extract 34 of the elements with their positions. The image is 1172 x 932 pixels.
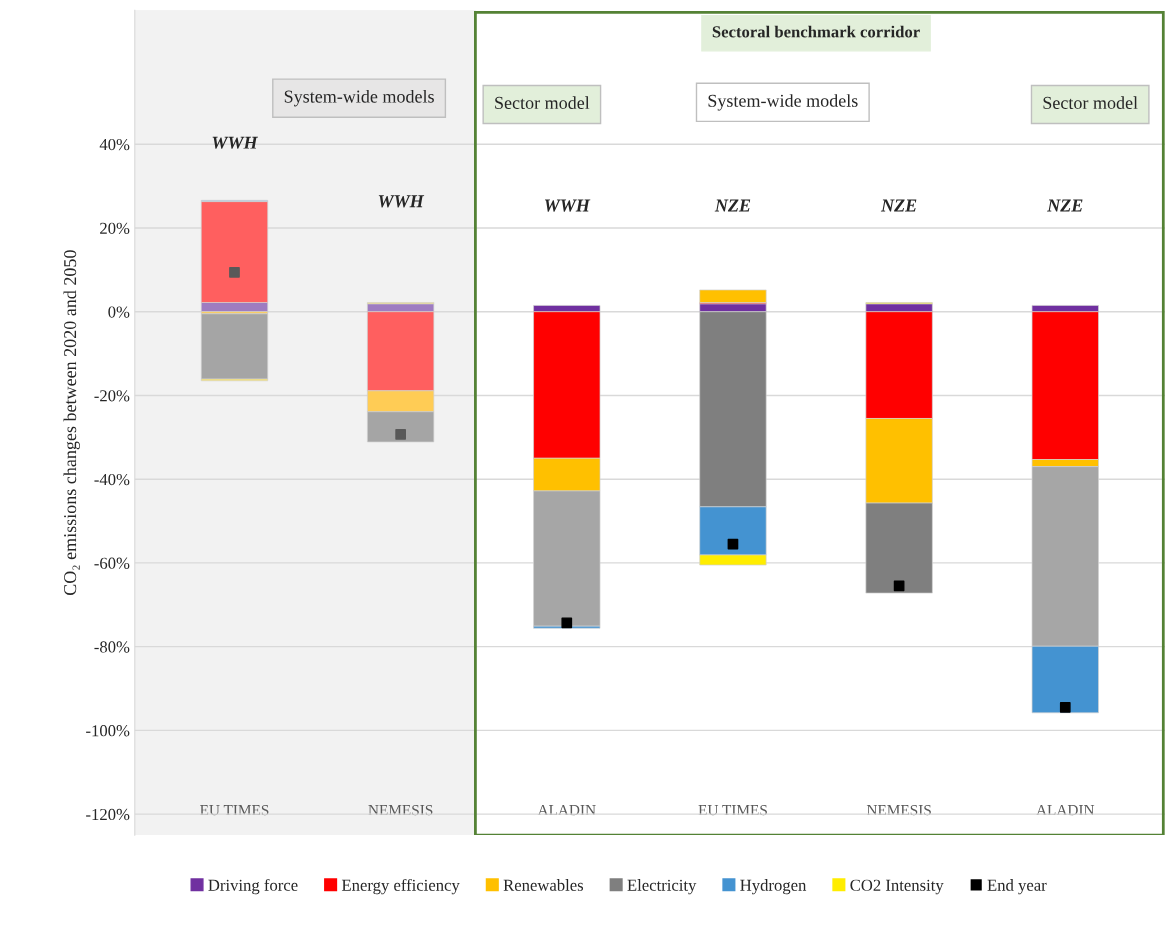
annotation: Sectoral benchmark corridor	[712, 25, 920, 38]
legend-label: Electricity	[627, 879, 697, 895]
annotation: WWH	[212, 136, 259, 149]
x-tick-label: ALADIN	[537, 805, 596, 816]
x-tick-label: EU TIMES	[200, 805, 269, 816]
y-tick-label: -20%	[94, 390, 130, 402]
y-tick-label: -80%	[94, 641, 130, 653]
annotation: Sector model	[495, 96, 590, 109]
x-tick-label: NEMESIS	[866, 805, 931, 816]
y-tick-label: -120%	[86, 808, 130, 821]
y-tick-label: -60%	[94, 557, 130, 569]
y-tick-label: 0%	[108, 306, 130, 318]
annotation: System-wide models	[284, 89, 434, 107]
y-tick-label: -40%	[94, 473, 130, 486]
legend-label: Driving force	[208, 878, 298, 895]
y-tick-label: -100%	[86, 725, 130, 737]
annotation: NZE	[880, 199, 917, 212]
annotation: WWH	[378, 195, 425, 208]
annotation: NZE	[714, 199, 751, 212]
x-tick-label: EU TIMES	[698, 805, 767, 816]
legend-label: End year	[987, 879, 1047, 895]
legend-label: Hydrogen	[740, 879, 807, 895]
y-tick-label: 20%	[100, 222, 130, 234]
y-tick-label: 40%	[99, 138, 130, 151]
legend-label: Renewables	[503, 879, 584, 891]
annotation: Sector model	[1043, 96, 1138, 109]
legend-label: CO2 Intensity	[850, 879, 944, 895]
annotation: WWH	[544, 199, 591, 212]
legend-label: Energy efficiency	[341, 878, 460, 895]
y-axis-title: CO₂ emissions changes between 2020 and 2050	[63, 250, 80, 596]
x-tick-label: ALADIN	[1036, 805, 1095, 816]
annotation: System-wide models	[708, 94, 858, 111]
x-tick-label: NEMESIS	[368, 805, 433, 816]
annotation: NZE	[1047, 199, 1083, 212]
